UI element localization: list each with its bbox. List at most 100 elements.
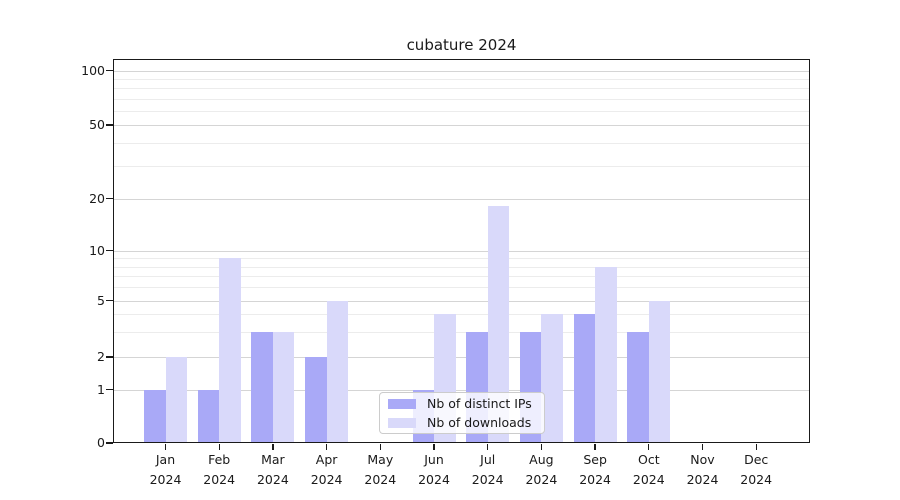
x-tick-year: 2024 — [740, 471, 773, 487]
x-tick-mark — [755, 443, 757, 450]
x-tick-year: 2024 — [310, 471, 343, 487]
x-tick-month: Jan — [155, 452, 176, 467]
x-tick-mark — [648, 443, 650, 450]
y-tick-label: 5 — [97, 292, 105, 308]
plot-area — [113, 59, 810, 443]
y-tick-label: 20 — [89, 190, 105, 206]
x-tick-label: Dec 2024 — [724, 450, 788, 489]
bar-oct-distinct-ips — [627, 331, 649, 443]
major-gridline — [113, 389, 810, 391]
bar-apr-distinct-ips — [305, 357, 327, 443]
minor-gridline — [113, 78, 810, 80]
chart-title: cubature 2024 — [406, 36, 517, 54]
x-tick-mark — [164, 443, 167, 450]
x-tick-mark — [218, 443, 220, 450]
legend-swatch-distinct-ips — [388, 398, 416, 409]
x-tick-month: Dec — [744, 452, 769, 467]
major-gridline — [113, 250, 810, 252]
x-tick-mark — [379, 443, 381, 450]
y-tick-mark — [106, 299, 113, 302]
y-tick-label: 10 — [89, 242, 105, 258]
y-tick-label: 50 — [89, 117, 105, 132]
minor-gridline — [113, 314, 810, 316]
y-tick-label: 100 — [81, 62, 105, 78]
y-tick-mark — [106, 197, 113, 200]
x-tick-year: 2024 — [686, 471, 719, 487]
minor-gridline — [113, 266, 810, 268]
legend: Nb of distinct IPs Nb of downloads — [379, 392, 545, 434]
legend-label-downloads: Nb of downloads — [427, 414, 532, 430]
x-tick-month: Sep — [583, 452, 607, 467]
major-gridline — [113, 300, 810, 302]
y-tick-mark — [106, 124, 113, 126]
x-tick-year: 2024 — [149, 471, 182, 487]
legend-swatch-downloads — [388, 417, 416, 428]
legend-entry-downloads: Nb of downloads — [388, 414, 536, 432]
minor-gridline — [113, 276, 810, 278]
bar-jan-downloads — [165, 357, 187, 443]
bar-feb-distinct-ips — [197, 389, 220, 443]
x-tick-mark — [272, 443, 274, 450]
bar-mar-downloads — [272, 331, 295, 443]
x-tick-label: Aug 2024 — [509, 450, 573, 489]
major-gridline — [113, 198, 810, 200]
major-gridline — [113, 357, 810, 358]
bar-feb-downloads — [219, 258, 241, 443]
minor-gridline — [113, 331, 810, 333]
x-tick-month: Jul — [480, 452, 496, 467]
x-tick-label: Feb 2024 — [187, 450, 251, 489]
bar-apr-downloads — [326, 300, 349, 443]
minor-gridline — [113, 142, 810, 144]
x-tick-year: 2024 — [632, 471, 665, 487]
x-tick-year: 2024 — [418, 471, 450, 487]
bar-jan-distinct-ips — [144, 389, 166, 443]
x-tick-label: Mar 2024 — [241, 450, 305, 489]
bar-jul-downloads — [487, 206, 510, 443]
x-tick-label: May 2024 — [348, 450, 412, 489]
x-tick-year: 2024 — [203, 471, 236, 487]
bar-sep-distinct-ips — [573, 314, 596, 443]
y-tick-label: 1 — [97, 381, 105, 397]
y-tick-label: 0 — [97, 435, 105, 450]
x-tick-month: Jun — [424, 452, 444, 467]
major-gridline — [113, 125, 810, 126]
x-tick-month: Apr — [315, 452, 338, 467]
x-tick-label: Oct 2024 — [617, 450, 681, 489]
x-tick-month: May — [367, 452, 394, 467]
minor-gridline — [113, 110, 810, 112]
x-tick-label: Jul 2024 — [456, 450, 520, 489]
x-tick-year: 2024 — [525, 471, 558, 487]
minor-gridline — [113, 88, 810, 90]
x-tick-mark — [487, 443, 489, 450]
legend-entry-distinct-ips: Nb of distinct IPs — [388, 395, 536, 413]
bar-oct-downloads — [648, 300, 671, 443]
y-tick-mark — [106, 356, 113, 358]
x-tick-year: 2024 — [256, 471, 289, 487]
x-tick-label: Sep 2024 — [563, 450, 627, 489]
x-tick-mark — [701, 443, 704, 450]
y-tick-mark — [106, 249, 113, 252]
minor-gridline — [113, 258, 810, 260]
x-tick-month: Aug — [529, 452, 554, 467]
minor-gridline — [113, 98, 810, 100]
x-tick-label: Apr 2024 — [295, 450, 359, 489]
x-tick-year: 2024 — [364, 471, 397, 487]
grid-layer — [113, 59, 810, 443]
x-tick-mark — [594, 443, 596, 450]
x-tick-label: Nov 2024 — [671, 450, 735, 489]
x-tick-mark — [540, 443, 543, 450]
legend-label-distinct-ips: Nb of distinct IPs — [427, 395, 532, 411]
x-tick-month: Nov — [690, 452, 715, 467]
major-gridline — [113, 70, 810, 72]
plot-border — [113, 59, 810, 443]
x-tick-year: 2024 — [471, 471, 504, 487]
minor-gridline — [113, 287, 810, 289]
y-tick-mark — [106, 442, 113, 444]
y-tick-label: 2 — [97, 349, 105, 364]
x-tick-label: Jun 2024 — [402, 450, 466, 489]
x-tick-month: Feb — [208, 452, 231, 467]
y-tick-mark — [106, 69, 113, 72]
y-tick-mark — [106, 388, 113, 391]
x-tick-mark — [433, 443, 435, 450]
